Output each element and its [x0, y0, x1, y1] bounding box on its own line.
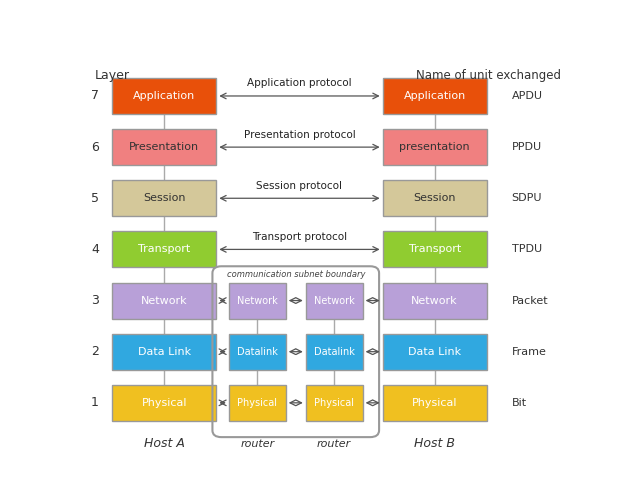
Text: Session: Session — [413, 193, 456, 203]
Text: SDPU: SDPU — [511, 193, 542, 203]
Text: Network: Network — [141, 296, 188, 306]
FancyBboxPatch shape — [229, 385, 286, 421]
Text: Transport: Transport — [138, 245, 191, 254]
Text: Network: Network — [237, 296, 278, 306]
Text: Physical: Physical — [314, 398, 354, 408]
Text: Application: Application — [133, 91, 195, 101]
FancyBboxPatch shape — [112, 385, 216, 421]
Text: PPDU: PPDU — [511, 142, 541, 152]
Text: Bit: Bit — [511, 398, 527, 408]
Text: Packet: Packet — [511, 296, 548, 306]
Text: router: router — [317, 438, 351, 449]
Text: Presentation protocol: Presentation protocol — [244, 129, 355, 140]
Text: Host A: Host A — [144, 437, 185, 450]
Text: presentation: presentation — [399, 142, 470, 152]
Text: Datalink: Datalink — [237, 347, 278, 357]
Text: 3: 3 — [91, 294, 99, 307]
Text: 4: 4 — [91, 243, 99, 256]
FancyBboxPatch shape — [383, 180, 486, 216]
Text: Datalink: Datalink — [314, 347, 355, 357]
Text: 6: 6 — [91, 141, 99, 154]
FancyBboxPatch shape — [383, 282, 486, 318]
Text: Frame: Frame — [511, 347, 547, 357]
Text: TPDU: TPDU — [511, 245, 541, 254]
FancyBboxPatch shape — [112, 129, 216, 165]
FancyBboxPatch shape — [383, 385, 486, 421]
Text: Transport: Transport — [408, 245, 461, 254]
FancyBboxPatch shape — [306, 334, 363, 369]
FancyBboxPatch shape — [112, 231, 216, 268]
Text: Presentation: Presentation — [129, 142, 200, 152]
FancyBboxPatch shape — [383, 334, 486, 369]
Text: Name of unit exchanged: Name of unit exchanged — [416, 68, 561, 82]
FancyBboxPatch shape — [306, 385, 363, 421]
Text: 2: 2 — [91, 345, 99, 358]
FancyBboxPatch shape — [229, 334, 286, 369]
Text: Session: Session — [143, 193, 186, 203]
FancyBboxPatch shape — [112, 180, 216, 216]
FancyBboxPatch shape — [112, 282, 216, 318]
Text: APDU: APDU — [511, 91, 543, 101]
Text: Data Link: Data Link — [138, 347, 191, 357]
Text: Physical: Physical — [412, 398, 458, 408]
Text: 7: 7 — [91, 90, 99, 102]
Text: Application: Application — [403, 91, 466, 101]
Text: Network: Network — [412, 296, 458, 306]
Text: Physical: Physical — [237, 398, 277, 408]
FancyBboxPatch shape — [112, 78, 216, 114]
FancyBboxPatch shape — [229, 282, 286, 318]
Text: Session protocol: Session protocol — [257, 181, 342, 191]
FancyBboxPatch shape — [383, 231, 486, 268]
Text: 5: 5 — [91, 192, 99, 205]
Text: Transport protocol: Transport protocol — [252, 232, 347, 242]
FancyBboxPatch shape — [112, 334, 216, 369]
FancyBboxPatch shape — [306, 282, 363, 318]
FancyBboxPatch shape — [383, 78, 486, 114]
Text: Network: Network — [314, 296, 355, 306]
Text: communication subnet boundary: communication subnet boundary — [227, 270, 365, 279]
Text: Application protocol: Application protocol — [247, 78, 352, 89]
Text: Layer: Layer — [95, 68, 130, 82]
Text: Data Link: Data Link — [408, 347, 461, 357]
FancyBboxPatch shape — [383, 129, 486, 165]
Text: Physical: Physical — [141, 398, 187, 408]
Text: router: router — [240, 438, 275, 449]
Text: 1: 1 — [91, 397, 99, 409]
Text: Host B: Host B — [414, 437, 455, 450]
